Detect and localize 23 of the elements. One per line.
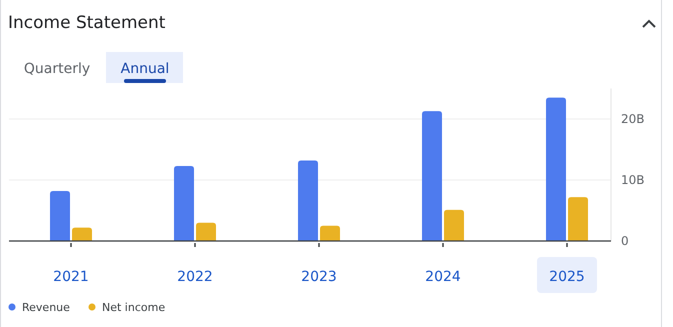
bar <box>422 111 442 241</box>
y-tick-label: 10B <box>621 173 645 187</box>
x-tick-label: 2024 <box>425 269 461 285</box>
text: Quarterly <box>24 61 90 77</box>
x-tick-label: 2025 <box>549 269 585 285</box>
bar <box>50 190 70 241</box>
x-tick-label: 2023 <box>301 269 337 285</box>
bar <box>196 222 216 241</box>
bar <box>320 226 340 241</box>
x-tick-label: 2021 <box>53 269 89 285</box>
bar <box>174 166 194 241</box>
legend-label: Net income <box>102 301 166 314</box>
bar <box>72 228 92 241</box>
y-tick-label: 0 <box>621 234 629 248</box>
bar <box>298 160 318 241</box>
y-tick-label: 20B <box>621 112 645 126</box>
legend-label: Revenue <box>22 301 70 314</box>
text: Annual <box>120 61 170 77</box>
x-tick-label: 2022 <box>177 269 213 285</box>
bar <box>546 98 566 241</box>
bar <box>444 210 464 241</box>
bar <box>568 197 588 241</box>
chart-title: Income Statement <box>8 13 166 33</box>
